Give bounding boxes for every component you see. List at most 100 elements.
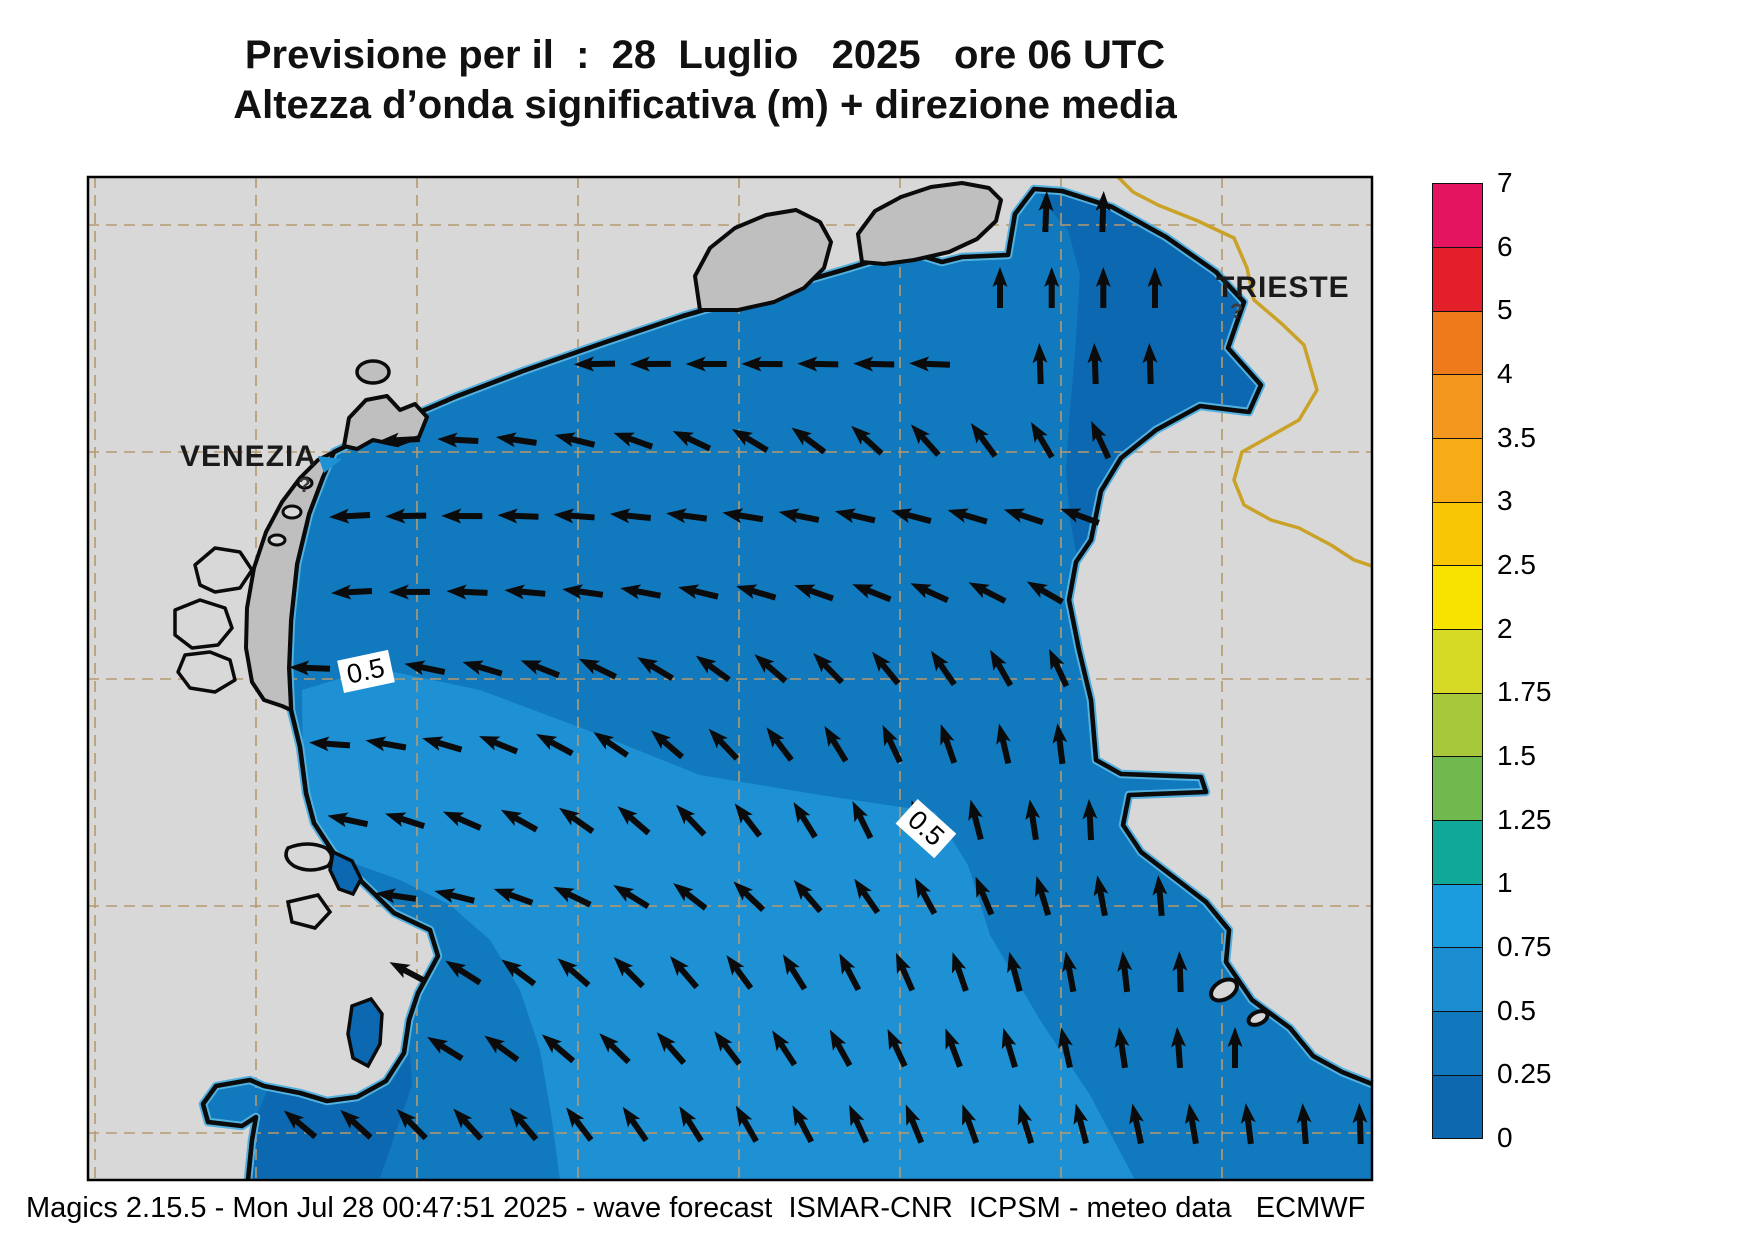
wave-direction-arrow (676, 804, 707, 837)
wave-direction-arrow (968, 582, 1007, 604)
wave-direction-arrow (650, 730, 685, 760)
wave-direction-arrow (851, 425, 884, 456)
colorbar-cell (1432, 883, 1483, 949)
wave-direction-arrow (437, 432, 479, 448)
national-border-line (1116, 175, 1373, 568)
lagoon-inlet-water (318, 456, 342, 473)
wave-direction-arrow (427, 1036, 464, 1062)
wave-direction-arrow (629, 356, 671, 372)
wave-direction-arrow (309, 736, 351, 752)
wave-direction-arrow (453, 1108, 484, 1141)
wave-direction-arrow (726, 955, 754, 990)
title-block: Previsione per il : 28 Luglio 2025 ore 0… (0, 30, 1410, 130)
wave-direction-arrow (559, 807, 595, 834)
delta-inlet-water (328, 849, 363, 897)
wave-direction-arrow (562, 584, 604, 600)
wave-direction-arrow (329, 508, 371, 524)
brijuni-island (1209, 977, 1239, 1003)
wave-direction-arrow (754, 654, 788, 684)
attribution-footer: Magics 2.15.5 - Mon Jul 28 00:47:51 2025… (26, 1192, 1366, 1224)
wave-direction-arrow (722, 508, 764, 524)
colorbar-tick-label: 0.25 (1497, 1058, 1552, 1090)
forecast-title-line2: Altezza d’onda significativa (m) + direz… (233, 83, 1177, 127)
wave-direction-arrow (1095, 191, 1111, 233)
wave-direction-arrow (609, 508, 652, 524)
wave-direction-arrow (962, 1104, 980, 1144)
wave-direction-arrow (733, 881, 766, 912)
wave-direction-arrow (839, 953, 862, 992)
wave-direction-arrow (992, 267, 1008, 308)
colorbar-cell (1432, 437, 1483, 503)
wave-direction-arrow (441, 508, 483, 524)
wave-direction-arrow (574, 356, 616, 372)
wave-direction-arrow (509, 1107, 539, 1142)
wave-direction-arrow (1001, 1027, 1018, 1069)
wave-direction-arrow (714, 1031, 742, 1066)
wave-direction-arrow (1060, 508, 1100, 526)
grado-marano-lagoon (856, 181, 1003, 266)
wave-direction-arrow (895, 952, 915, 992)
colorbar-tick-label: 1.25 (1497, 803, 1552, 835)
wave-direction-arrow (951, 952, 969, 992)
wave-direction-arrow (708, 728, 740, 761)
wave-direction-arrow (1095, 267, 1111, 308)
wave-direction-arrow (442, 811, 482, 831)
wave-direction-arrow (1185, 1103, 1200, 1145)
wave-direction-arrow (990, 649, 1014, 687)
wave-direction-arrow (1007, 951, 1023, 993)
wave-direction-arrow (497, 508, 539, 524)
wave-direction-arrow (1152, 875, 1168, 917)
coastal-lagoon (355, 359, 391, 385)
wave-direction-arrow (829, 1029, 853, 1067)
colorbar-cell (1432, 501, 1483, 567)
wave-direction-arrow (930, 650, 957, 687)
delta-pond (284, 842, 334, 872)
wave-direction-arrow (766, 727, 794, 762)
wave-direction-arrow (1087, 343, 1103, 385)
wave-direction-arrow (283, 1110, 318, 1140)
wave-direction-arrow (735, 1105, 759, 1143)
wave-direction-arrow (970, 423, 998, 458)
wave-direction-arrow (622, 1106, 649, 1143)
wave-direction-arrow (1352, 1103, 1368, 1145)
wave-direction-arrow (1044, 267, 1060, 308)
wave-direction-arrow (685, 356, 727, 372)
lagoon-island (267, 533, 287, 547)
island (1246, 1009, 1270, 1027)
wave-direction-arrow (495, 432, 537, 448)
wave-direction-arrow (1082, 799, 1098, 841)
wave-height-region-0p5-0p75 (302, 668, 1135, 1180)
colorbar-tick-label: 0.75 (1497, 931, 1552, 962)
wave-direction-arrow (578, 658, 617, 680)
wave-direction-arrow (778, 508, 820, 524)
wave-direction-arrow (1117, 951, 1133, 993)
wave-direction-arrow (613, 432, 654, 450)
wave-direction-arrow (1003, 508, 1044, 526)
wave-direction-arrow (1035, 875, 1052, 917)
venice-lagoon (244, 450, 336, 712)
wave-direction-arrow (672, 431, 712, 452)
colorbar-cell (1432, 246, 1483, 312)
wave-direction-arrow (553, 886, 592, 908)
wave-direction-arrow (566, 1107, 594, 1142)
wave-direction-arrow (536, 734, 574, 757)
wave-direction-arrow (422, 736, 463, 753)
wave-direction-arrow (327, 812, 369, 828)
wave-direction-arrow (1227, 1027, 1243, 1068)
lagoon-island (296, 476, 314, 490)
wave-direction-arrow (852, 584, 892, 603)
wave-direction-arrow (541, 1034, 576, 1064)
wave-direction-arrow (1073, 1103, 1090, 1145)
wave-direction-arrow (554, 432, 596, 448)
wave-direction-arrow (375, 888, 417, 904)
wave-direction-arrow (493, 888, 534, 906)
wave-direction-arrow (593, 732, 629, 758)
wave-direction-arrow (637, 657, 674, 681)
wave-direction-arrow (731, 429, 769, 453)
wave-direction-arrow (793, 802, 818, 839)
latlon-grid (88, 177, 1372, 1180)
wave-direction-arrow (1026, 581, 1064, 605)
colorbar-tick-label: 6 (1497, 230, 1513, 262)
wave-direction-arrow (905, 1104, 925, 1144)
colorbar-tick-label: 1.5 (1497, 740, 1536, 771)
